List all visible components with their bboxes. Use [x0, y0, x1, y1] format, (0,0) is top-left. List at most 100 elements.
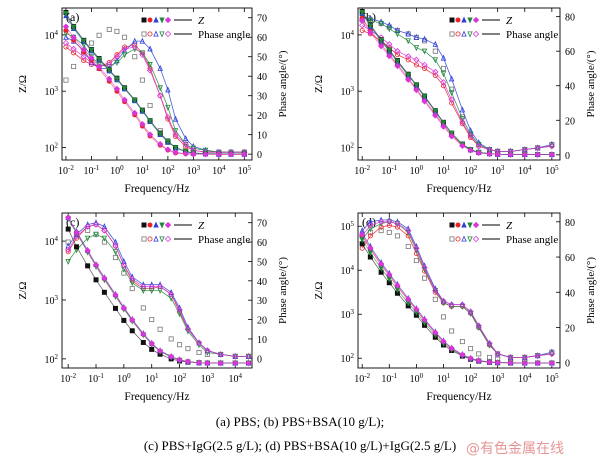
impedance-data-point	[232, 359, 239, 367]
phase-data-point	[129, 275, 136, 283]
impedance-data-point	[139, 120, 146, 128]
y2-tick-label: 20	[565, 116, 575, 127]
phase-data-point	[359, 22, 366, 29]
phase-data-point	[421, 264, 428, 271]
impedance-data-point	[241, 151, 248, 158]
legend-impedance-marker	[159, 222, 165, 229]
x-tick-label: 102	[173, 372, 187, 385]
impedance-data-point	[440, 123, 447, 130]
phase-data-point	[386, 21, 393, 28]
impedance-fit-line	[361, 235, 552, 364]
phase-data-point	[84, 235, 91, 242]
legend-phase-marker	[467, 236, 473, 243]
impedance-data-point	[494, 151, 501, 158]
phase-data-point	[405, 53, 412, 60]
phase-data-point	[121, 45, 128, 53]
phase-data-point	[176, 311, 183, 318]
legend-phase-marker	[472, 235, 480, 243]
x-axis-title: Frequency/Hz	[426, 391, 491, 403]
phase-data-point	[413, 33, 420, 40]
legend-impedance-marker	[141, 222, 147, 228]
phase-data-point	[394, 224, 400, 230]
phase-data-point	[459, 301, 466, 308]
phase-data-point	[120, 262, 128, 269]
impedance-data-point	[405, 72, 411, 79]
phase-data-point	[440, 65, 446, 71]
impedance-data-point	[432, 108, 439, 115]
phase-data-point	[114, 28, 120, 34]
phase-data-point	[139, 37, 146, 44]
phase-data-point	[65, 242, 71, 249]
impedance-data-point	[112, 305, 118, 311]
y2-axis-title: Phase angle/(°)	[277, 257, 289, 324]
phase-data-point	[168, 291, 175, 298]
phase-data-point	[377, 218, 385, 225]
y2-tick-label: 30	[257, 92, 267, 103]
x-tick-label: 103	[491, 164, 505, 177]
phase-data-point	[440, 314, 446, 320]
impedance-data-point	[132, 97, 138, 104]
impedance-data-point	[129, 328, 135, 334]
legend-impedance-marker	[164, 16, 172, 24]
phase-data-point	[432, 48, 438, 54]
impedance-data-point	[148, 340, 155, 347]
impedance-data-point	[413, 86, 420, 94]
y2-tick-label: 40	[257, 72, 267, 83]
phase-data-point	[386, 218, 393, 225]
impedance-fit-line	[361, 234, 552, 364]
y-tick-label: 103	[341, 308, 355, 321]
legend-impedance-marker	[455, 222, 461, 228]
x-tick-label: 101	[145, 372, 159, 385]
legend-phase-label: Phase angle	[198, 234, 250, 246]
y2-tick-label: 40	[257, 277, 267, 288]
y2-axis-title: Phase angle/(°)	[277, 50, 289, 117]
phase-data-point	[129, 280, 135, 287]
x-tick-label: 105	[545, 372, 559, 385]
phase-data-point	[367, 229, 373, 235]
phase-data-point	[96, 32, 102, 38]
y2-tick-label: 60	[565, 253, 575, 264]
phase-data-point	[432, 287, 439, 294]
y2-tick-label: 40	[565, 82, 575, 93]
phase-data-point	[217, 351, 224, 358]
phase-data-point	[459, 339, 465, 345]
phase-data-point	[386, 229, 392, 235]
phase-data-point	[422, 65, 428, 71]
impedance-data-point	[121, 85, 128, 92]
impedance-data-point	[459, 351, 466, 358]
y-tick-label: 103	[45, 85, 59, 98]
phase-data-point	[367, 218, 374, 225]
y2-tick-label: 0	[565, 359, 570, 370]
x-tick-label: 102	[464, 164, 478, 177]
phase-data-point	[245, 353, 252, 360]
y-tick-label: 102	[341, 352, 355, 365]
legend-impedance-marker	[159, 17, 165, 24]
impedance-data-point	[190, 150, 197, 158]
phase-data-point	[432, 72, 438, 78]
phase-data-point	[146, 67, 154, 74]
impedance-data-point	[467, 355, 474, 362]
impedance-data-point	[486, 150, 493, 158]
legend-impedance-marker	[455, 17, 461, 23]
phase-data-point	[177, 342, 183, 348]
impedance-data-point	[101, 274, 108, 282]
impedance-data-point	[73, 229, 80, 236]
plot-frame	[357, 212, 561, 369]
phase-data-point	[140, 305, 146, 311]
phase-data-point	[405, 243, 411, 249]
plot-frame	[61, 7, 253, 161]
legend-phase-marker	[164, 30, 172, 38]
phase-fit-line	[67, 224, 249, 357]
impedance-data-point	[394, 62, 401, 70]
impedance-data-point	[475, 357, 482, 364]
phase-data-point	[421, 35, 428, 42]
x-tick-label: 104	[518, 372, 532, 385]
phase-data-point	[132, 37, 138, 44]
impedance-data-point	[507, 151, 514, 158]
impedance-data-point	[80, 46, 87, 53]
legend-impedance-marker	[153, 16, 159, 23]
phase-data-point	[157, 326, 163, 332]
legend-phase-marker	[141, 31, 147, 37]
phase-data-point	[71, 50, 77, 56]
phase-data-point	[448, 96, 455, 103]
